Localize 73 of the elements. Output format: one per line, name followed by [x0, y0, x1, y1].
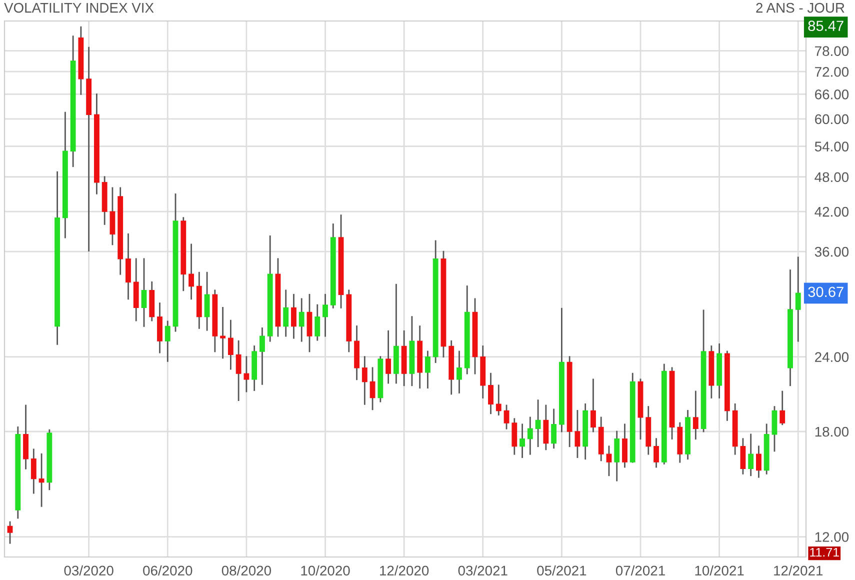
candlestick	[535, 400, 541, 448]
y-tick-label: 66.00	[815, 90, 849, 100]
candlestick	[362, 356, 368, 405]
candlestick	[7, 521, 13, 544]
x-tick-label: 12/2020	[380, 565, 429, 576]
y-tick-label: 78.00	[815, 46, 849, 56]
y-tick-label: 36.00	[814, 246, 849, 257]
candlestick	[590, 378, 596, 432]
candlestick	[520, 424, 525, 458]
candlestick	[30, 448, 36, 494]
candlestick	[291, 294, 296, 339]
candlestick	[772, 406, 778, 452]
candlestick	[654, 438, 659, 468]
candlestick	[259, 327, 265, 385]
candlestick	[574, 410, 580, 458]
annotation: 30.67	[808, 286, 844, 298]
x-tick-label: 12/2021	[774, 565, 823, 576]
candlestick	[748, 434, 754, 476]
candlestick	[614, 430, 620, 482]
x-tick-label: 03/2021	[458, 565, 508, 576]
y-tick-label: 12.00	[815, 532, 849, 542]
candlestick	[141, 258, 147, 327]
candlestick	[244, 356, 250, 392]
candlestick	[512, 418, 518, 455]
x-tick-label: 10/2020	[301, 565, 350, 576]
candlestick	[204, 272, 210, 331]
candlestick	[456, 350, 462, 394]
candlestick	[386, 330, 392, 384]
y-tick-label: 42.00	[814, 206, 849, 217]
annotation: 85.47	[808, 20, 844, 32]
x-tick-label: 10/2021	[695, 565, 744, 576]
x-tick-label: 05/2021	[537, 565, 586, 576]
candlestick	[322, 294, 328, 337]
candlestick	[543, 404, 549, 450]
candlestick	[692, 390, 698, 440]
candlestick	[314, 304, 320, 341]
text: 11.71	[810, 548, 839, 557]
candlestick	[164, 320, 170, 362]
candlestick	[606, 446, 612, 476]
candlestick	[188, 244, 194, 300]
candlestick	[126, 233, 131, 300]
candlestick	[38, 453, 44, 507]
x-tick-label: 08/2020	[222, 565, 272, 576]
candlestick	[110, 187, 116, 246]
candlestick	[370, 367, 376, 410]
candlestick	[551, 408, 557, 449]
x-tick-label: 07/2021	[616, 565, 665, 576]
y-tick-label: 54.00	[814, 142, 849, 152]
x-tick-label: 03/2020	[64, 565, 114, 576]
chart-subtitle: 2 ANS - JOUR	[756, 2, 844, 13]
y-tick-label: 24.00	[815, 352, 849, 362]
candlestick	[298, 298, 304, 342]
y-tick-label: 18.00	[815, 426, 849, 437]
candlestick	[236, 340, 242, 401]
y-tick-label: 60.00	[815, 114, 849, 124]
candlestick	[220, 306, 226, 359]
candlestick	[306, 294, 312, 352]
candlestick	[740, 438, 746, 474]
x-tick-label: 06/2020	[143, 565, 192, 576]
chart-title: VOLATILITY INDEX VIX	[4, 2, 154, 13]
y-tick-label: 48.00	[814, 172, 849, 182]
candlestick	[504, 404, 510, 430]
candlestick	[488, 372, 494, 414]
candlestick	[228, 320, 234, 370]
candlestick	[780, 390, 786, 426]
candlestick	[496, 384, 502, 416]
candlestick	[795, 256, 801, 342]
candlestick	[424, 350, 430, 388]
candlestick	[527, 416, 533, 455]
candlestick	[756, 446, 762, 478]
candlestick	[283, 290, 289, 337]
y-tick-label: 72.00	[815, 66, 849, 77]
candlestick	[622, 424, 628, 468]
